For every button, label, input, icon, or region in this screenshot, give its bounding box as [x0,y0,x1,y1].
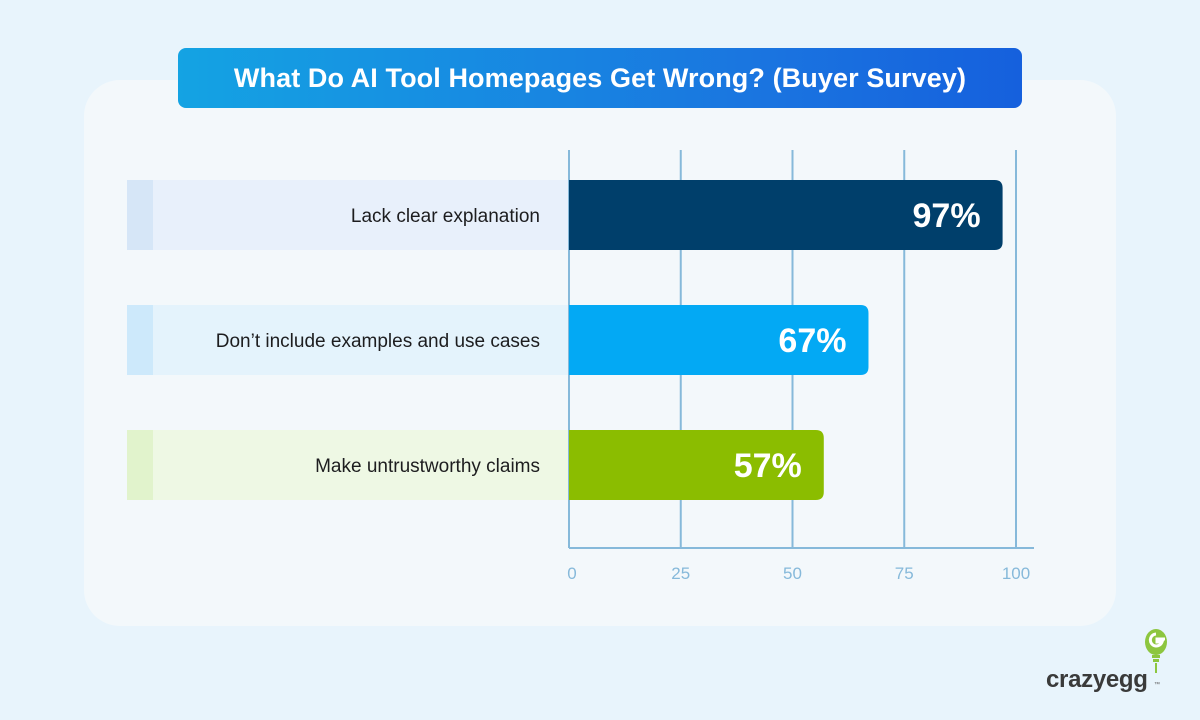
bar-value-label: 57% [734,447,802,485]
category-label-tab [127,180,153,250]
x-tick-label: 0 [567,564,576,583]
category-label-bg [127,305,569,375]
category-label-tab [127,430,153,500]
brand-name: crazyegg [1046,666,1148,693]
category-label: Make untrustworthy claims [315,456,540,477]
x-tick-label: 50 [783,564,802,583]
category-label: Lack clear explanation [351,206,540,227]
category-label: Don’t include examples and use cases [216,331,540,352]
bar [569,305,869,375]
brand-trademark: ™ [1154,682,1160,688]
bar [569,430,824,500]
x-tick-label: 100 [1002,564,1030,583]
x-tick-label: 75 [895,564,914,583]
bar-value-label: 67% [778,322,846,360]
chart-title: What Do AI Tool Homepages Get Wrong? (Bu… [178,48,1022,108]
bar [569,180,1003,250]
category-label-bg [127,180,569,250]
category-label-bg [127,430,569,500]
category-label-tab [127,305,153,375]
lightbulb-egg-icon [1145,629,1167,673]
x-tick-label: 25 [671,564,690,583]
crazyegg-logo: crazyegg ™ [1046,626,1167,694]
bar-value-label: 97% [913,197,981,235]
